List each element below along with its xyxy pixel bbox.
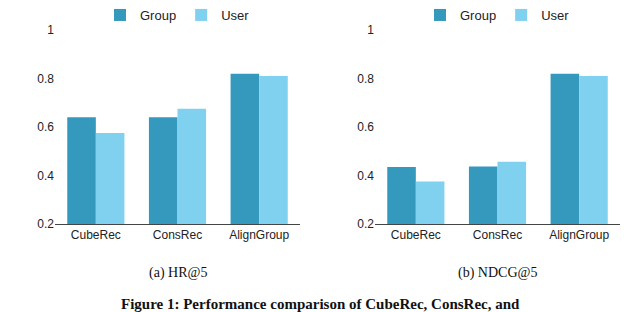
svg-text:CubeRec: CubeRec xyxy=(71,228,121,242)
svg-text:(a) HR@5: (a) HR@5 xyxy=(149,265,207,281)
svg-text:0.2: 0.2 xyxy=(37,217,54,231)
svg-text:Group: Group xyxy=(140,8,176,23)
svg-text:(b) NDCG@5: (b) NDCG@5 xyxy=(458,265,537,281)
svg-text:1: 1 xyxy=(47,23,54,37)
svg-text:Figure 1: Performance comparis: Figure 1: Performance comparison of Cube… xyxy=(121,296,520,312)
svg-text:0.8: 0.8 xyxy=(37,72,54,86)
svg-text:0.6: 0.6 xyxy=(357,120,374,134)
svg-text:User: User xyxy=(221,8,249,23)
svg-text:0.2: 0.2 xyxy=(357,217,374,231)
svg-text:0.4: 0.4 xyxy=(357,169,374,183)
svg-text:ConsRec: ConsRec xyxy=(153,228,202,242)
svg-text:1: 1 xyxy=(367,23,374,37)
svg-text:CubeRec: CubeRec xyxy=(391,228,441,242)
svg-text:AlignGroup: AlignGroup xyxy=(549,228,609,242)
svg-text:Group: Group xyxy=(460,8,496,23)
svg-text:0.6: 0.6 xyxy=(37,120,54,134)
svg-text:User: User xyxy=(541,8,569,23)
svg-text:AlignGroup: AlignGroup xyxy=(229,228,289,242)
svg-text:ConsRec: ConsRec xyxy=(473,228,522,242)
svg-text:0.8: 0.8 xyxy=(357,72,374,86)
svg-text:0.4: 0.4 xyxy=(37,169,54,183)
